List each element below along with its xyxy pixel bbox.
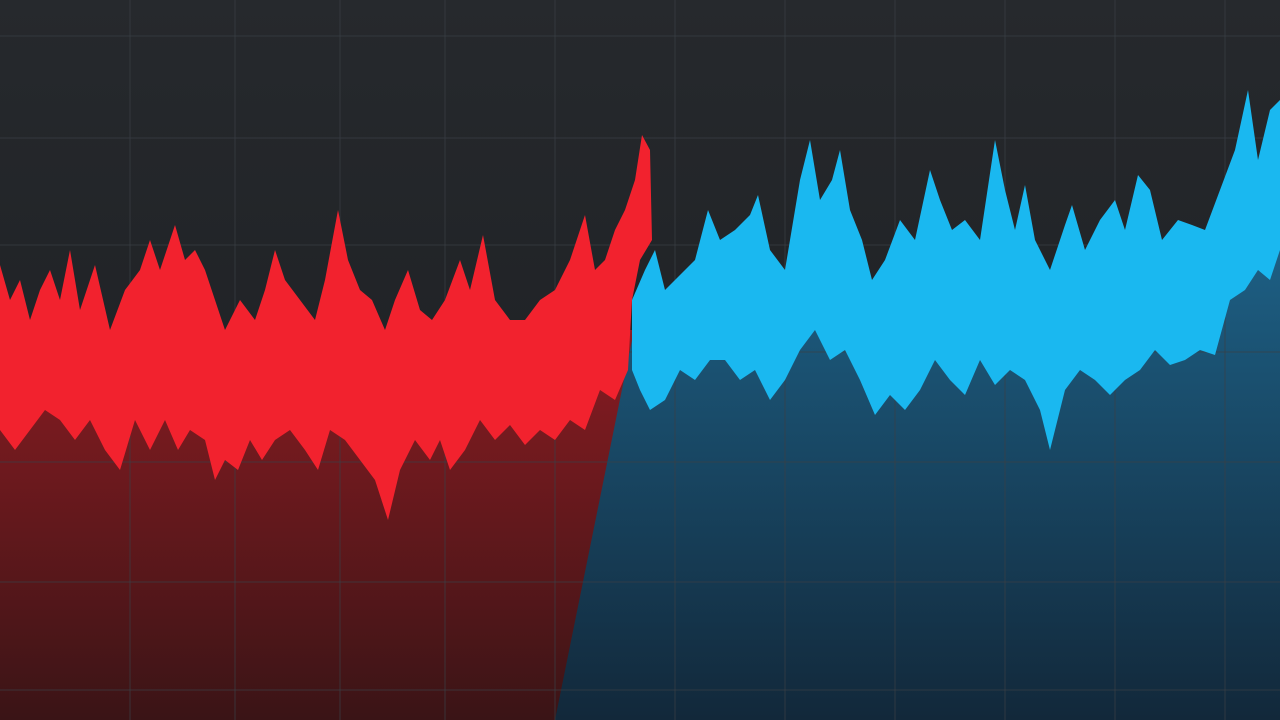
blue-waveform [632, 90, 1280, 450]
red-waveform [0, 135, 652, 520]
